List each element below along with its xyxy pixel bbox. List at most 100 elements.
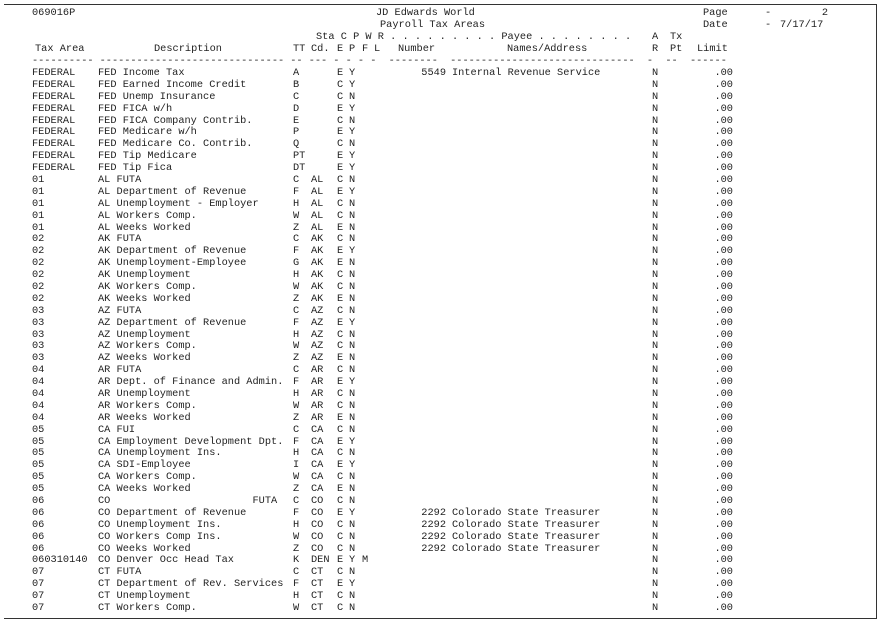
limit: .00	[714, 257, 733, 270]
p-p-flag: N	[349, 90, 356, 103]
c-e-flag: C	[337, 114, 344, 127]
tax-type: C	[293, 566, 300, 579]
p-p-flag: Y	[349, 316, 356, 329]
tax-type: C	[293, 495, 300, 508]
tax-area: FEDERAL	[32, 126, 76, 139]
tax-type: C	[293, 304, 300, 317]
limit: .00	[714, 364, 733, 377]
state-code: CO	[311, 542, 324, 555]
description: FED Tip Fica	[98, 162, 173, 175]
header-tx: Tx	[670, 31, 683, 43]
limit: .00	[714, 542, 733, 555]
limit: .00	[714, 495, 733, 508]
tax-area: 01	[32, 185, 45, 198]
tax-area: 02	[32, 257, 45, 270]
tax-type: H	[293, 388, 300, 401]
tax-area: 07	[32, 590, 45, 603]
state-code: AR	[311, 388, 324, 401]
limit: .00	[714, 459, 733, 472]
state-code: AL	[311, 174, 324, 186]
p-p-flag: Y	[349, 78, 356, 91]
tax-type: F	[293, 435, 300, 448]
state-code: AK	[311, 269, 324, 282]
description: FED Earned Income Credit	[98, 78, 247, 91]
state-code: CT	[311, 602, 324, 615]
payee-number: 5549	[421, 67, 446, 79]
tax-type: F	[293, 506, 300, 519]
state-code: AR	[311, 376, 324, 389]
c-e-flag: E	[337, 352, 344, 365]
description: AR Workers Comp.	[98, 399, 197, 412]
ar-flag: N	[652, 411, 659, 424]
tax-type: F	[293, 376, 300, 389]
description: CT Unemployment	[98, 590, 191, 603]
c-e-flag: C	[337, 602, 344, 615]
ar-flag: N	[652, 281, 659, 294]
p-p-flag: N	[349, 209, 356, 222]
tax-type: K	[293, 554, 300, 567]
p-p-flag: N	[349, 364, 356, 377]
ar-flag: N	[652, 328, 659, 341]
description: CO Denver Occ Head Tax	[98, 554, 234, 567]
c-e-flag: C	[337, 423, 344, 436]
tax-type: C	[293, 174, 300, 186]
ar-flag: N	[652, 459, 659, 472]
description: AR Dept. of Finance and Admin.	[98, 376, 284, 389]
limit: .00	[714, 483, 733, 496]
description: AR FUTA	[98, 364, 142, 377]
p-p-flag: Y	[349, 162, 356, 175]
limit: .00	[714, 126, 733, 139]
p-p-flag: N	[349, 471, 356, 484]
tax-type: W	[293, 281, 300, 294]
header-f: F	[362, 43, 369, 55]
p-p-flag: N	[349, 138, 356, 151]
state-code: AZ	[311, 340, 324, 353]
state-code: CA	[311, 447, 324, 460]
tax-type: A	[293, 67, 300, 79]
tax-area: 04	[32, 376, 45, 389]
tax-type: H	[293, 269, 300, 282]
limit: .00	[714, 292, 733, 305]
description: AK Unemployment-Employee	[98, 257, 247, 270]
ar-flag: N	[652, 542, 659, 555]
limit: .00	[714, 471, 733, 484]
ar-flag: N	[652, 471, 659, 484]
ar-flag: N	[652, 495, 659, 508]
state-code: CO	[311, 506, 324, 519]
tax-type: Z	[293, 411, 300, 424]
p-p-flag: N	[349, 340, 356, 353]
ar-flag: N	[652, 352, 659, 365]
description: CT Workers Comp.	[98, 602, 197, 615]
tax-area: 04	[32, 364, 45, 377]
ar-flag: N	[652, 174, 659, 186]
limit: .00	[714, 578, 733, 591]
description: AL Workers Comp.	[98, 209, 197, 222]
limit: .00	[714, 566, 733, 579]
tax-type: F	[293, 578, 300, 591]
ar-flag: N	[652, 340, 659, 353]
description: CA Unemployment Ins.	[98, 447, 222, 460]
ar-flag: N	[652, 447, 659, 460]
ar-flag: N	[652, 126, 659, 139]
limit: .00	[714, 185, 733, 198]
ar-flag: N	[652, 292, 659, 305]
c-e-flag: E	[337, 376, 344, 389]
description: FED Medicare Co. Contrib.	[98, 138, 253, 151]
tax-area: 03	[32, 316, 45, 329]
limit: .00	[714, 447, 733, 460]
ar-flag: N	[652, 257, 659, 270]
p-p-flag: N	[349, 542, 356, 555]
tax-area: 04	[32, 388, 45, 401]
c-e-flag: C	[337, 471, 344, 484]
limit: .00	[714, 590, 733, 603]
description: CO Weeks Worked	[98, 542, 191, 555]
tax-area: 03	[32, 340, 45, 353]
limit: .00	[714, 114, 733, 127]
p-p-flag: Y	[349, 185, 356, 198]
p-p-flag: Y	[349, 376, 356, 389]
tax-type: F	[293, 245, 300, 258]
limit: .00	[714, 423, 733, 436]
state-code: CA	[311, 483, 324, 496]
tax-area: 07	[32, 566, 45, 579]
c-e-flag: E	[337, 483, 344, 496]
